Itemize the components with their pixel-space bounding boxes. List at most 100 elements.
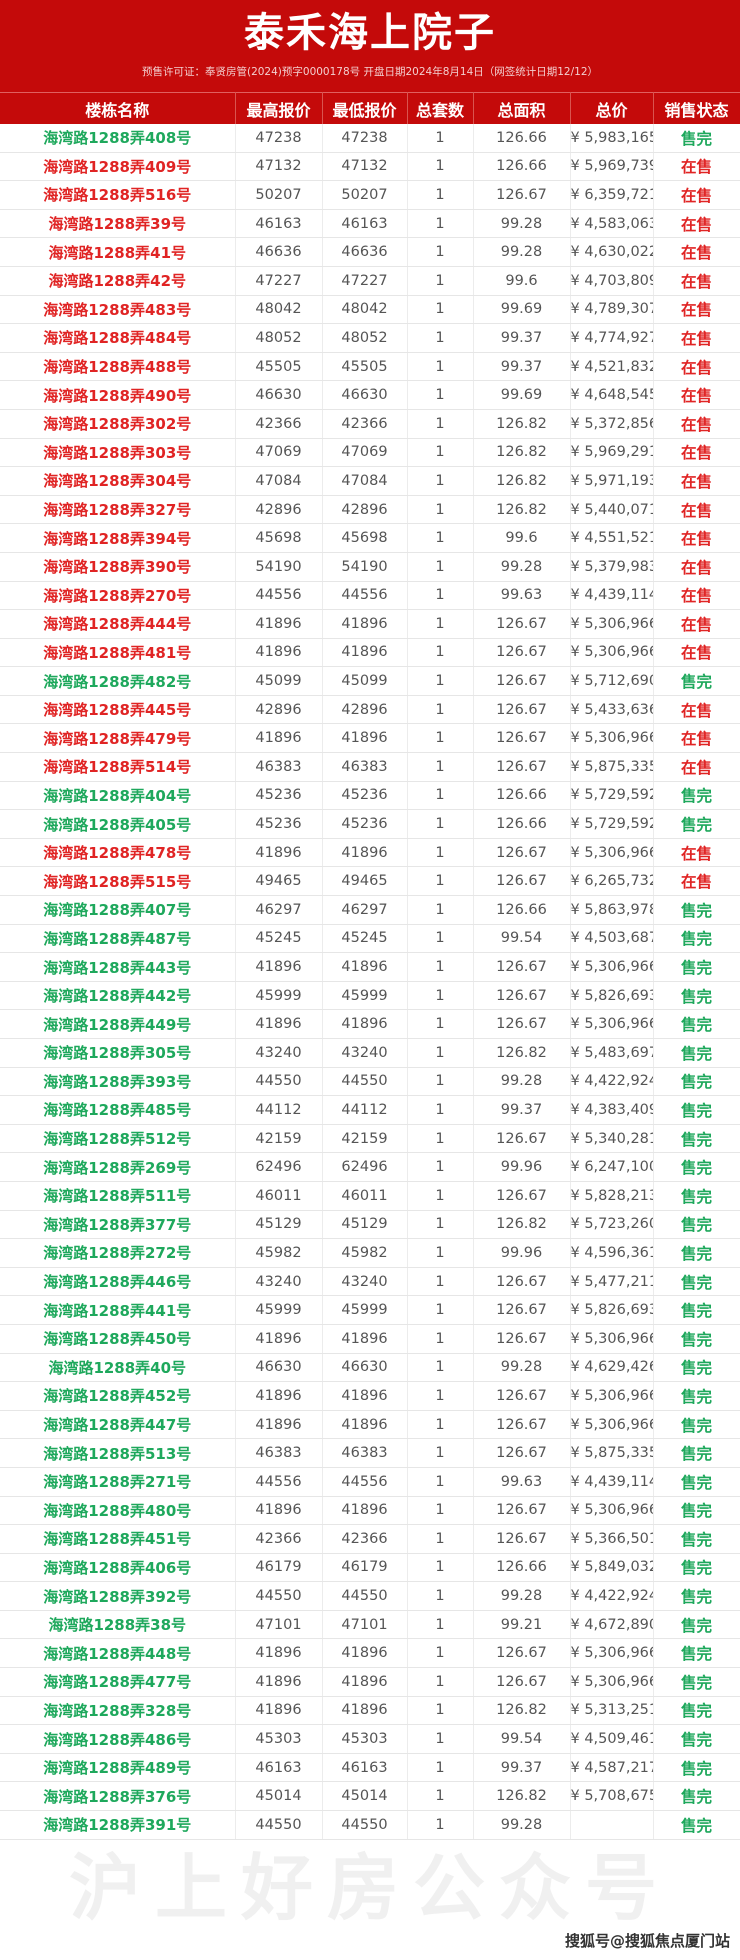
min-price-cell: 45129 [322, 1210, 408, 1240]
max-price-cell: 42896 [235, 695, 323, 725]
building-name-cell: 海湾路1288弄487号 [0, 924, 236, 954]
table-row: 海湾路1288弄269号 62496 62496 1 99.96 ¥ 6,247,100 售… [0, 1152, 740, 1182]
unit-count-cell: 1 [407, 1410, 474, 1440]
unit-count-cell: 1 [407, 1095, 474, 1125]
building-name-cell: 海湾路1288弄302号 [0, 409, 236, 439]
total-area-cell: 126.67 [473, 666, 571, 696]
sales-status-cell: 售完 [653, 1496, 740, 1526]
max-price-cell: 42366 [235, 1524, 323, 1554]
total-price-cell: ¥ 5,729,592 [570, 781, 654, 811]
total-price-cell: ¥ 5,712,690 [570, 666, 654, 696]
table-row: 海湾路1288弄450号 41896 41896 1 126.67 ¥ 5,306,966… [0, 1324, 740, 1354]
unit-count-cell: 1 [407, 695, 474, 725]
sales-status-cell: 售完 [653, 1067, 740, 1097]
unit-count-cell: 1 [407, 1238, 474, 1268]
total-area-cell: 126.82 [473, 495, 571, 525]
total-price-cell: ¥ 5,828,213 [570, 1181, 654, 1211]
sales-status-cell: 在售 [653, 209, 740, 239]
min-price-cell: 46383 [322, 1438, 408, 1468]
sales-status-cell: 售完 [653, 124, 740, 153]
building-name-cell: 海湾路1288弄404号 [0, 781, 236, 811]
total-area-cell: 126.82 [473, 438, 571, 468]
column-header-name: 楼栋名称 [0, 92, 236, 124]
sales-status-cell: 在售 [653, 866, 740, 897]
table-row: 海湾路1288弄302号 42366 42366 1 126.82 ¥ 5,372,856… [0, 409, 740, 439]
sales-status-cell: 售完 [653, 1324, 740, 1354]
table-row: 海湾路1288弄328号 41896 41896 1 126.82 ¥ 5,313,251… [0, 1696, 740, 1726]
unit-count-cell: 1 [407, 838, 474, 868]
unit-count-cell: 1 [407, 495, 474, 525]
max-price-cell: 41896 [235, 723, 323, 754]
max-price-cell: 46011 [235, 1181, 323, 1211]
max-price-cell: 41896 [235, 838, 323, 868]
total-price-cell: ¥ 5,729,592 [570, 809, 654, 839]
building-name-cell: 海湾路1288弄391号 [0, 1810, 236, 1840]
building-name-cell: 海湾路1288弄272号 [0, 1238, 236, 1268]
min-price-cell: 45099 [322, 666, 408, 696]
min-price-cell: 48042 [322, 295, 408, 325]
sales-status-cell: 在售 [653, 380, 740, 410]
min-price-cell: 41896 [322, 638, 408, 668]
total-area-cell: 99.37 [473, 352, 571, 382]
table-row: 海湾路1288弄477号 41896 41896 1 126.67 ¥ 5,306,966… [0, 1667, 740, 1697]
min-price-cell: 45982 [322, 1238, 408, 1268]
total-price-cell: ¥ 4,596,361 [570, 1238, 654, 1268]
sales-status-cell: 售完 [653, 1581, 740, 1611]
table-row: 海湾路1288弄490号 46630 46630 1 99.69 ¥ 4,648,545 在… [0, 380, 740, 410]
building-name-cell: 海湾路1288弄489号 [0, 1753, 236, 1783]
building-name-cell: 海湾路1288弄305号 [0, 1038, 236, 1068]
unit-count-cell: 1 [407, 1295, 474, 1325]
building-name-cell: 海湾路1288弄270号 [0, 581, 236, 611]
min-price-cell: 44550 [322, 1067, 408, 1097]
building-name-cell: 海湾路1288弄485号 [0, 1095, 236, 1125]
table-row: 海湾路1288弄377号 45129 45129 1 126.82 ¥ 5,723,260… [0, 1210, 740, 1240]
unit-count-cell: 1 [407, 609, 474, 639]
building-name-cell: 海湾路1288弄446号 [0, 1267, 236, 1297]
sales-status-cell: 售完 [653, 1410, 740, 1440]
building-name-cell: 海湾路1288弄450号 [0, 1324, 236, 1354]
total-price-cell: ¥ 4,703,809 [570, 266, 654, 296]
min-price-cell: 45236 [322, 809, 408, 839]
building-name-cell: 海湾路1288弄447号 [0, 1410, 236, 1440]
max-price-cell: 44550 [235, 1581, 323, 1611]
min-price-cell: 45999 [322, 981, 408, 1011]
total-price-cell: ¥ 4,629,426 [570, 1353, 654, 1383]
max-price-cell: 44550 [235, 1067, 323, 1097]
unit-count-cell: 1 [407, 952, 474, 982]
sales-status-cell: 售完 [653, 895, 740, 925]
min-price-cell: 41896 [322, 1410, 408, 1440]
sales-status-cell: 售完 [653, 1524, 740, 1554]
sales-status-cell: 在售 [653, 152, 740, 182]
unit-count-cell: 1 [407, 1638, 474, 1669]
total-price-cell: ¥ 5,440,071 [570, 495, 654, 525]
building-name-cell: 海湾路1288弄448号 [0, 1638, 236, 1669]
table-row: 海湾路1288弄484号 48052 48052 1 99.37 ¥ 4,774,927 在… [0, 323, 740, 353]
building-name-cell: 海湾路1288弄477号 [0, 1667, 236, 1697]
max-price-cell: 45999 [235, 1295, 323, 1325]
total-price-cell: ¥ 4,521,832 [570, 352, 654, 382]
min-price-cell: 47101 [322, 1610, 408, 1640]
total-area-cell: 126.82 [473, 466, 571, 496]
total-price-cell: ¥ 4,672,890 [570, 1610, 654, 1640]
table-row: 海湾路1288弄394号 45698 45698 1 99.6 ¥ 4,551,521 在售 [0, 523, 740, 553]
max-price-cell: 46630 [235, 1353, 323, 1383]
total-area-cell: 126.67 [473, 838, 571, 868]
sales-status-cell: 在售 [653, 295, 740, 325]
unit-count-cell: 1 [407, 1810, 474, 1840]
table-row: 海湾路1288弄405号 45236 45236 1 126.66 ¥ 5,729,592… [0, 809, 740, 839]
total-price-cell: ¥ 4,587,217 [570, 1753, 654, 1783]
min-price-cell: 42366 [322, 409, 408, 439]
min-price-cell: 47238 [322, 124, 408, 153]
max-price-cell: 45099 [235, 666, 323, 696]
total-area-cell: 126.67 [473, 1524, 571, 1554]
min-price-cell: 44112 [322, 1095, 408, 1125]
building-name-cell: 海湾路1288弄304号 [0, 466, 236, 496]
unit-count-cell: 1 [407, 1553, 474, 1583]
max-price-cell: 47238 [235, 124, 323, 153]
max-price-cell: 42896 [235, 495, 323, 525]
building-name-cell: 海湾路1288弄271号 [0, 1467, 236, 1497]
building-name-cell: 海湾路1288弄445号 [0, 695, 236, 725]
unit-count-cell: 1 [407, 209, 474, 239]
total-price-cell: ¥ 5,875,335 [570, 752, 654, 782]
max-price-cell: 46630 [235, 380, 323, 410]
